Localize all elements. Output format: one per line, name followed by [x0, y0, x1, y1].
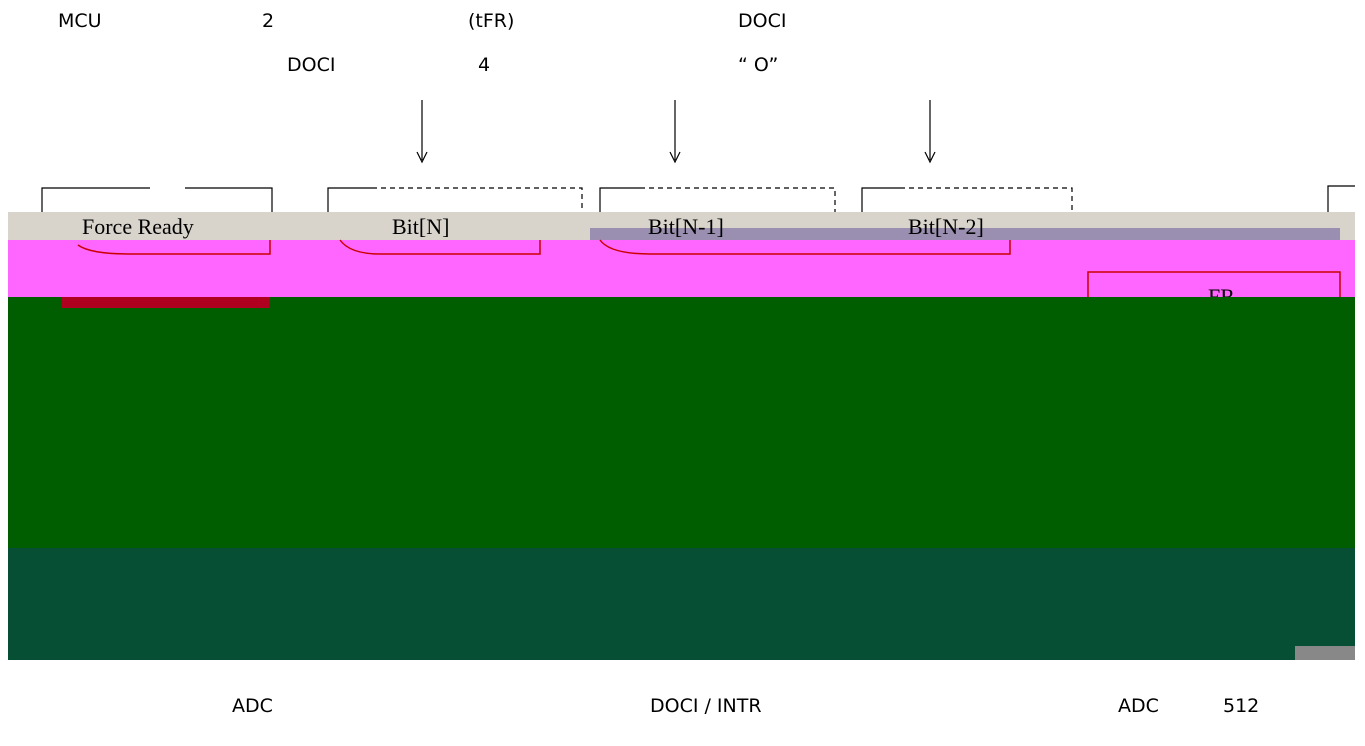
footer-text: DOCI / INTR	[650, 695, 762, 717]
bar	[62, 297, 270, 308]
text: (tFR)	[468, 10, 514, 32]
text: DOCI	[287, 54, 335, 76]
band	[8, 297, 1355, 548]
block	[1295, 646, 1355, 660]
label: Bit[N-1]	[648, 214, 724, 239]
text: DOCI	[738, 10, 786, 32]
label: Bit[N-2]	[908, 214, 984, 239]
footer-text: ADC	[1118, 695, 1159, 717]
band	[8, 240, 1355, 297]
text: “ O”	[738, 54, 778, 76]
footer-text: ADC	[232, 695, 273, 717]
strip	[590, 228, 1340, 240]
footer-text: 512	[1223, 695, 1259, 717]
label: Force Ready	[82, 214, 194, 239]
arrows	[416, 100, 936, 164]
text: MCU	[58, 10, 102, 32]
band	[8, 548, 1355, 660]
label: Bit[N]	[392, 214, 449, 239]
text: 2	[262, 10, 274, 32]
text: 4	[478, 54, 490, 76]
